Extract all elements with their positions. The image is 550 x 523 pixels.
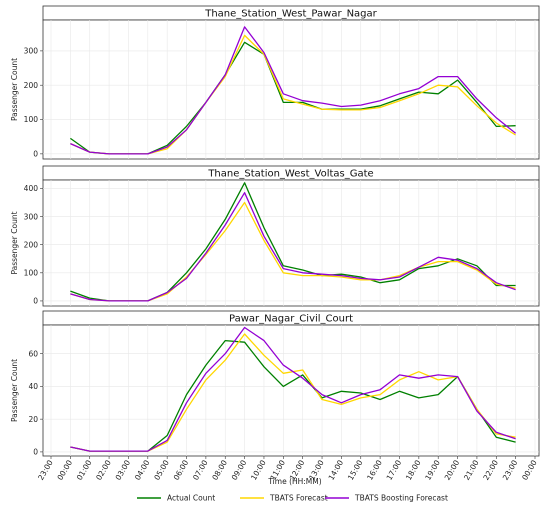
series-line-boosting (70, 326, 516, 452)
y-tick-label: 100 (24, 115, 39, 124)
plot-area (42, 19, 540, 160)
legend-label-tbats: TBATS Forecast (269, 494, 328, 503)
y-tick-label: 100 (24, 269, 39, 278)
grid (43, 20, 539, 159)
y-tick-label: 200 (24, 81, 39, 90)
legend: Actual Count TBATS Forecast TBATS Boosting… (137, 494, 448, 503)
y-tick-label: 0 (33, 150, 38, 159)
y-tick-label: 300 (24, 212, 39, 221)
x-axis-label: Time (HH:MM) (267, 477, 321, 486)
panel-1: Thane_Station_West_Pawar_Nagar 0 100 200 300… (10, 5, 540, 160)
panel-2: Thane_Station_West_Voltas_Gate 0 100 200 300… (10, 165, 540, 307)
panel-title: Thane_Station_West_Voltas_Gate (207, 169, 373, 180)
y-axis-label: Passenger Count (10, 359, 19, 422)
y-tick-label: 0 (33, 448, 38, 457)
y-axis-label: Passenger Count (10, 58, 19, 121)
y-tick-label: 200 (24, 240, 39, 249)
panels: Thane_Station_West_Pawar_Nagar0100200300… (10, 5, 540, 457)
y-tick-label: 0 (33, 297, 38, 306)
panel-title: Thane_Station_West_Pawar_Nagar (204, 9, 377, 20)
panel-title: Pawar_Nagar_Civil_Court (229, 314, 353, 325)
series-line-boosting (70, 192, 516, 302)
y-tick-label: 20 (28, 415, 38, 424)
y-tick-label: 40 (28, 382, 38, 391)
y-axis-label: Passenger Count (10, 211, 19, 274)
y-tick-label: 60 (28, 349, 38, 358)
panel-3: Pawar_Nagar_Civil_Court 0 20 40 60 Passenger … (10, 310, 540, 457)
series-line-boosting (70, 26, 517, 155)
y-tick-label: 400 (24, 184, 39, 193)
legend-label-boosting: TBATS Boosting Forecast (354, 494, 448, 503)
plot-area (42, 179, 540, 307)
y-tick-label: 300 (24, 47, 39, 56)
plot-area (42, 324, 540, 457)
legend-label-actual: Actual Count (167, 494, 215, 503)
